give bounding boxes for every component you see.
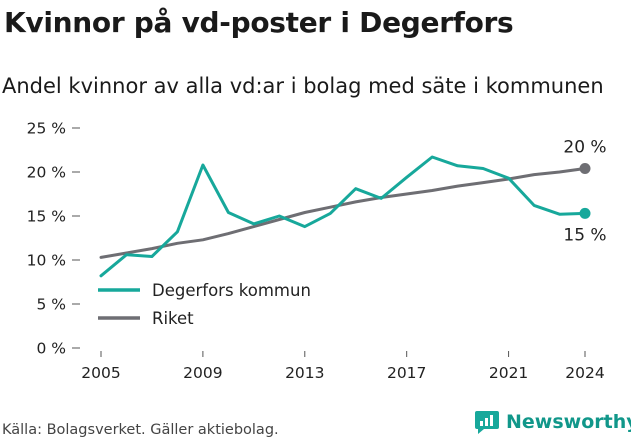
y-tick-label: 5 % — [36, 296, 66, 314]
end-point-marker — [579, 207, 591, 219]
legend-label: Riket — [152, 309, 194, 328]
y-axis: 0 % 5 % 10 % 15 % 20 % 25 % — [27, 120, 80, 358]
y-tick-label: 15 % — [27, 208, 66, 226]
x-tick-label: 2024 — [565, 364, 604, 382]
y-tick-label: 25 % — [27, 120, 66, 138]
end-value-label: 15 % — [563, 225, 606, 245]
legend-label: Degerfors kommun — [152, 281, 311, 300]
x-tick-label: 2013 — [285, 364, 324, 382]
brand-label: Newsworthy — [506, 411, 631, 433]
x-tick-label: 2021 — [489, 364, 528, 382]
chart-title: Kvinnor på vd-poster i Degerfors — [4, 6, 514, 39]
x-tick-label: 2009 — [183, 364, 222, 382]
x-tick-label: 2005 — [81, 364, 120, 382]
y-tick-label: 0 % — [36, 340, 66, 358]
legend: Degerfors kommun Riket — [98, 281, 311, 328]
x-tick-label: 2017 — [387, 364, 426, 382]
x-axis: 2005 2009 2013 2017 2021 2024 — [81, 351, 605, 382]
brand-logo: Newsworthy — [474, 409, 631, 435]
chart-subtitle: Andel kvinnor av alla vd:ar i bolag med … — [2, 74, 604, 98]
series-line-riket — [99, 167, 587, 259]
y-tick-label: 10 % — [27, 252, 66, 270]
end-value-label: 20 % — [563, 137, 606, 157]
source-footer: Källa: Bolagsverket. Gäller aktiebolag. — [2, 422, 279, 438]
series-line-degerfors — [99, 155, 587, 278]
newsworthy-logo-icon — [475, 411, 499, 434]
end-point-marker — [579, 162, 591, 174]
y-tick-label: 20 % — [27, 164, 66, 182]
series-lines: 20 % 15 % — [99, 137, 607, 278]
